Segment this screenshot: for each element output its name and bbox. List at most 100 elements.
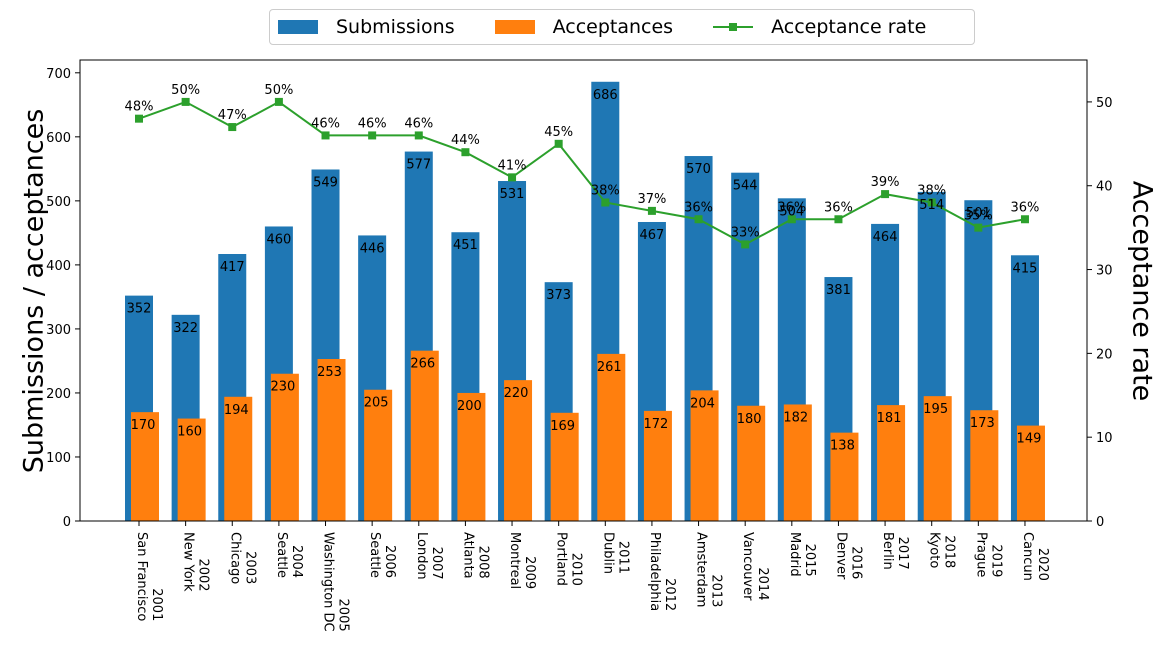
data-label-acceptance-rate: 33% — [731, 225, 760, 240]
legend-label-acceptance-rate: Acceptance rate — [771, 16, 927, 38]
data-label-acceptance-rate: 35% — [964, 209, 993, 224]
data-label-submissions: 464 — [873, 230, 898, 245]
data-label-acceptance-rate: 36% — [777, 200, 806, 215]
x-tick-label: 2002New York — [181, 532, 211, 592]
data-label-submissions: 415 — [1013, 261, 1038, 276]
marker-acceptance-rate — [787, 215, 796, 224]
data-label-acceptances: 172 — [644, 417, 669, 432]
x-tick-label: 2018Kyoto — [927, 532, 957, 568]
data-label-acceptances: 173 — [970, 416, 995, 431]
marker-acceptance-rate — [368, 131, 377, 140]
x-tick-label: 2003Chicago — [227, 532, 257, 584]
marker-acceptance-rate — [508, 173, 517, 182]
data-label-acceptance-rate: 48% — [125, 100, 154, 115]
data-label-acceptance-rate: 44% — [451, 133, 480, 148]
marker-acceptance-rate — [321, 131, 330, 140]
x-tick-label: 2016Denver — [833, 532, 863, 580]
marker-acceptance-rate — [834, 215, 843, 224]
bar-acceptances — [224, 396, 253, 521]
data-label-submissions: 460 — [266, 232, 291, 247]
bar-acceptances — [457, 392, 486, 521]
x-tick-label: 2015Madrid — [787, 532, 817, 577]
plot-frame — [79, 59, 1088, 522]
x-tick-label: 2001San Francisco — [134, 532, 164, 621]
bar-acceptances — [177, 418, 206, 521]
marker-acceptance-rate — [694, 215, 703, 224]
bar-acceptances — [1016, 425, 1045, 521]
bar-acceptances — [410, 350, 439, 521]
x-tick-label: 2020Cancun — [1020, 532, 1050, 581]
data-label-acceptance-rate: 38% — [917, 183, 946, 198]
y-tick-label-left: 400 — [46, 259, 71, 274]
x-tick-label: 2004Seattle — [274, 532, 304, 578]
y-tick-label-right: 30 — [1096, 264, 1113, 279]
legend-item-submissions: Submissions — [278, 16, 455, 38]
legend-swatch-submissions — [278, 20, 318, 34]
x-tick-label: 2005Washington DC — [321, 532, 351, 632]
legend-label-acceptances: Acceptances — [552, 16, 674, 38]
data-label-acceptance-rate: 38% — [591, 183, 620, 198]
y-tick-label-left: 700 — [46, 67, 71, 82]
data-label-submissions: 501 — [966, 206, 991, 221]
data-label-acceptance-rate: 46% — [311, 116, 340, 131]
x-tick-label: 2008Atlanta — [460, 532, 490, 579]
data-label-submissions: 352 — [127, 302, 152, 317]
marker-acceptance-rate — [414, 131, 423, 140]
legend-swatch-acceptances — [494, 20, 535, 34]
marker-acceptance-rate — [974, 223, 983, 232]
data-label-acceptances: 266 — [410, 357, 435, 372]
marker-acceptance-rate — [881, 190, 890, 199]
data-label-acceptance-rate: 36% — [684, 200, 713, 215]
bar-acceptances — [317, 359, 346, 521]
data-label-acceptance-rate: 41% — [498, 158, 527, 173]
y-tick-label-right: 0 — [1096, 515, 1104, 530]
bar-acceptances — [550, 412, 579, 521]
y-tick-label-left: 0 — [63, 515, 71, 530]
data-label-acceptance-rate: 36% — [1011, 200, 1040, 215]
bar-acceptances — [364, 389, 393, 521]
bar-acceptances — [643, 410, 672, 521]
marker-acceptance-rate — [135, 114, 143, 123]
y-tick-label-left: 100 — [46, 451, 71, 466]
marker-acceptance-rate — [181, 97, 190, 106]
bar-acceptances — [970, 410, 999, 521]
data-label-submissions: 504 — [779, 204, 804, 219]
data-label-submissions: 686 — [593, 88, 618, 103]
data-label-submissions: 570 — [686, 162, 711, 177]
data-label-submissions: 417 — [220, 260, 245, 275]
data-label-submissions: 531 — [500, 187, 525, 202]
bar-acceptances — [923, 396, 952, 521]
data-label-submissions: 549 — [313, 175, 338, 190]
data-label-submissions: 446 — [360, 241, 385, 256]
data-label-submissions: 467 — [640, 228, 665, 243]
data-label-acceptance-rate: 46% — [358, 116, 387, 131]
bar-acceptances — [270, 373, 299, 521]
data-label-acceptances: 204 — [690, 396, 715, 411]
bar-acceptances — [830, 432, 859, 521]
x-tick-label: 2007London — [414, 532, 444, 580]
y-tick-label-right: 40 — [1096, 180, 1113, 195]
data-label-acceptances: 261 — [597, 360, 622, 375]
y-tick-label-left: 200 — [46, 387, 71, 402]
data-label-acceptances: 195 — [923, 402, 948, 417]
y-axis-label-left: Submissions / acceptances — [18, 108, 50, 474]
bar-acceptances — [504, 380, 533, 521]
data-label-acceptances: 181 — [877, 411, 902, 426]
data-label-acceptances: 194 — [224, 403, 249, 418]
bar-acceptances — [597, 353, 626, 521]
data-label-submissions: 514 — [919, 198, 944, 213]
x-tick-label: 2006Seattle — [367, 532, 397, 578]
data-label-submissions: 544 — [733, 179, 758, 194]
data-label-acceptances: 180 — [737, 412, 762, 427]
x-tick-label: 2019Prague — [973, 532, 1003, 577]
data-label-acceptances: 200 — [457, 399, 482, 414]
y-tick-label-left: 500 — [46, 195, 71, 210]
data-label-acceptances: 138 — [830, 439, 855, 454]
marker-acceptance-rate — [741, 240, 750, 249]
marker-acceptance-rate — [1020, 215, 1029, 224]
data-label-acceptance-rate: 47% — [218, 108, 247, 123]
data-label-acceptances: 253 — [317, 365, 342, 380]
marker-acceptance-rate — [647, 206, 656, 215]
bar-acceptances — [877, 405, 906, 521]
